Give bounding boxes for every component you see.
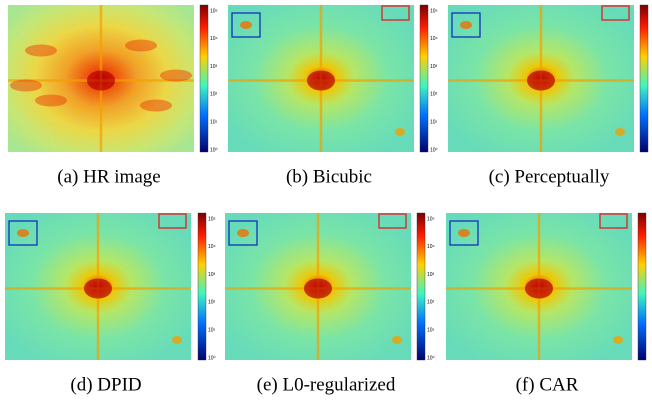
colorbar	[199, 4, 209, 153]
blue-box	[231, 12, 261, 38]
panel: 10⁵ 10⁴ 10³ 10² 10¹ 10⁰ (b) Bicubic	[228, 4, 438, 187]
panel: 10⁵ 10⁴ 10³ 10² 10¹ 10⁰ (a) HR image	[8, 4, 218, 187]
center-peak	[87, 70, 115, 91]
spectrum-blob	[172, 336, 182, 344]
panel: (c) Perceptually	[448, 4, 649, 187]
colorbar-tick-label: 10³	[430, 64, 438, 70]
colorbar-tick-label: 10³	[427, 272, 435, 278]
spectrum-blob	[392, 336, 402, 344]
blue-box	[449, 220, 479, 246]
colorbar-tick-label: 10⁴	[427, 244, 435, 250]
red-box	[381, 5, 410, 21]
caption: (c) Perceptually	[489, 166, 610, 187]
blue-box	[228, 220, 258, 246]
colorbar-tick-label: 10⁴	[430, 36, 438, 42]
red-box	[601, 5, 630, 21]
caption: (d) DPID	[70, 374, 141, 395]
colorbar	[197, 212, 207, 361]
colorbar-tick-label: 10¹	[430, 120, 438, 126]
colorbar-tick-label: 10³	[210, 64, 218, 70]
colorbar-tick-label: 10⁰	[210, 147, 218, 153]
colorbar-tick-label: 10⁵	[427, 216, 435, 222]
center-peak	[304, 278, 332, 299]
spectrum-blob	[395, 128, 405, 136]
colorbar-tick-label: 10⁵	[208, 216, 216, 222]
center-peak	[525, 278, 553, 299]
colorbar	[639, 4, 649, 153]
spectrum-blob	[10, 79, 42, 92]
colorbar-tick-label: 10⁰	[427, 355, 435, 361]
colorbar-tick-label: 10⁵	[210, 8, 218, 14]
spectrum-blob	[140, 99, 172, 112]
red-box	[158, 213, 187, 229]
colorbar	[419, 4, 429, 153]
colorbar-tick-label: 10⁰	[208, 355, 216, 361]
colorbar-tick-label: 10¹	[427, 328, 435, 334]
spectrum-blob	[35, 94, 67, 107]
spectrum-blob	[460, 21, 472, 29]
spectrum-blob	[125, 39, 157, 52]
panel: 10⁵ 10⁴ 10³ 10² 10¹ 10⁰ (d) DPID	[5, 212, 216, 395]
colorbar-tick-label: 10¹	[210, 120, 218, 126]
colorbar-tick-label: 10²	[427, 300, 435, 306]
caption: (f) CAR	[516, 374, 579, 395]
colorbar-tick-label: 10³	[208, 272, 216, 278]
spectrum-blob	[17, 229, 29, 237]
caption: (e) L0-regularized	[257, 374, 396, 395]
colorbar-tick-label: 10⁴	[208, 244, 216, 250]
center-peak	[527, 70, 555, 91]
colorbar	[637, 212, 647, 361]
colorbar-tick-label: 10⁴	[210, 36, 218, 42]
blue-box	[8, 220, 38, 246]
spectrum-blob	[240, 21, 252, 29]
colorbar	[416, 212, 426, 361]
spectrum-blob	[615, 128, 625, 136]
panel: (f) CAR	[446, 212, 647, 395]
caption: (b) Bicubic	[286, 166, 372, 187]
panel: 10⁵ 10⁴ 10³ 10² 10¹ 10⁰ (e) L0-regularized	[225, 212, 435, 395]
colorbar-tick-label: 10²	[210, 92, 218, 98]
red-box	[599, 213, 628, 229]
spectrum-blob	[458, 229, 470, 237]
spectrum-blob	[160, 69, 192, 82]
spectrum-blob	[25, 44, 57, 57]
spectrum-blob	[613, 336, 623, 344]
blue-box	[451, 12, 481, 38]
spectrum-blob	[237, 229, 249, 237]
colorbar-tick-label: 10⁵	[430, 8, 438, 14]
caption: (a) HR image	[57, 166, 160, 187]
colorbar-tick-label: 10¹	[208, 328, 216, 334]
center-peak	[84, 278, 112, 299]
colorbar-tick-label: 10²	[208, 300, 216, 306]
colorbar-tick-label: 10²	[430, 92, 438, 98]
colorbar-tick-label: 10⁰	[430, 147, 438, 153]
center-peak	[307, 70, 335, 91]
red-box	[378, 213, 407, 229]
